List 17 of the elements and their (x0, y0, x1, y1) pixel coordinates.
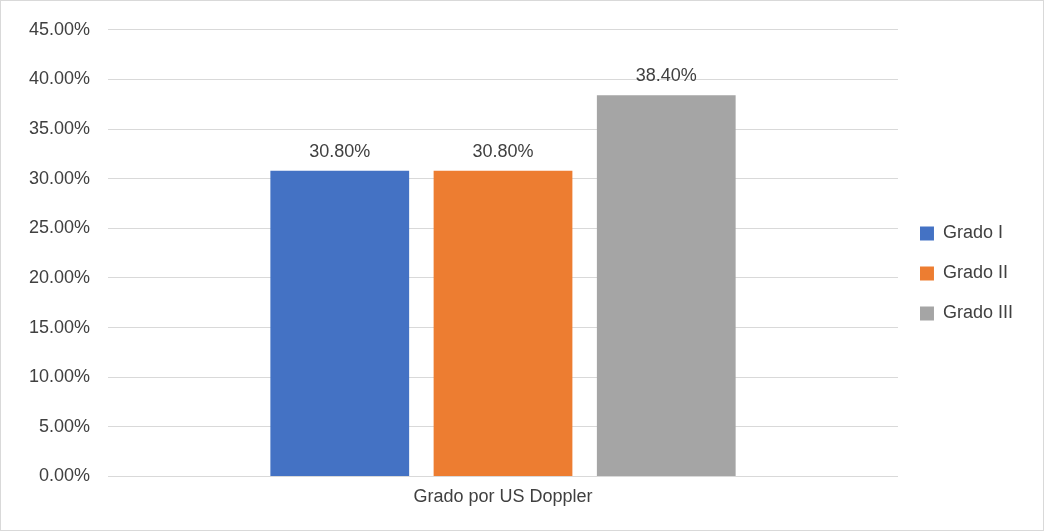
data-label: 38.40% (635, 65, 697, 86)
y-tick-label: 25.00% (28, 217, 91, 238)
y-tick-label: 10.00% (28, 366, 91, 387)
legend-label: Grado III (942, 302, 1013, 323)
x-tick-label: Grado por US Doppler (413, 486, 593, 507)
legend-label: Grado II (942, 262, 1008, 283)
data-label: 30.80% (309, 140, 371, 161)
y-tick-label: 45.00% (28, 18, 91, 39)
y-tick-label: 5.00% (39, 415, 91, 436)
y-tick-label: 30.00% (28, 167, 91, 188)
y-tick-label: 0.00% (39, 465, 91, 486)
y-tick-label: 40.00% (28, 68, 91, 89)
y-tick-label: 20.00% (28, 266, 91, 287)
y-tick-label: 35.00% (28, 118, 91, 139)
y-tick-label: 15.00% (28, 316, 91, 337)
legend-label: Grado I (942, 222, 1003, 243)
data-label: 30.80% (472, 140, 534, 161)
